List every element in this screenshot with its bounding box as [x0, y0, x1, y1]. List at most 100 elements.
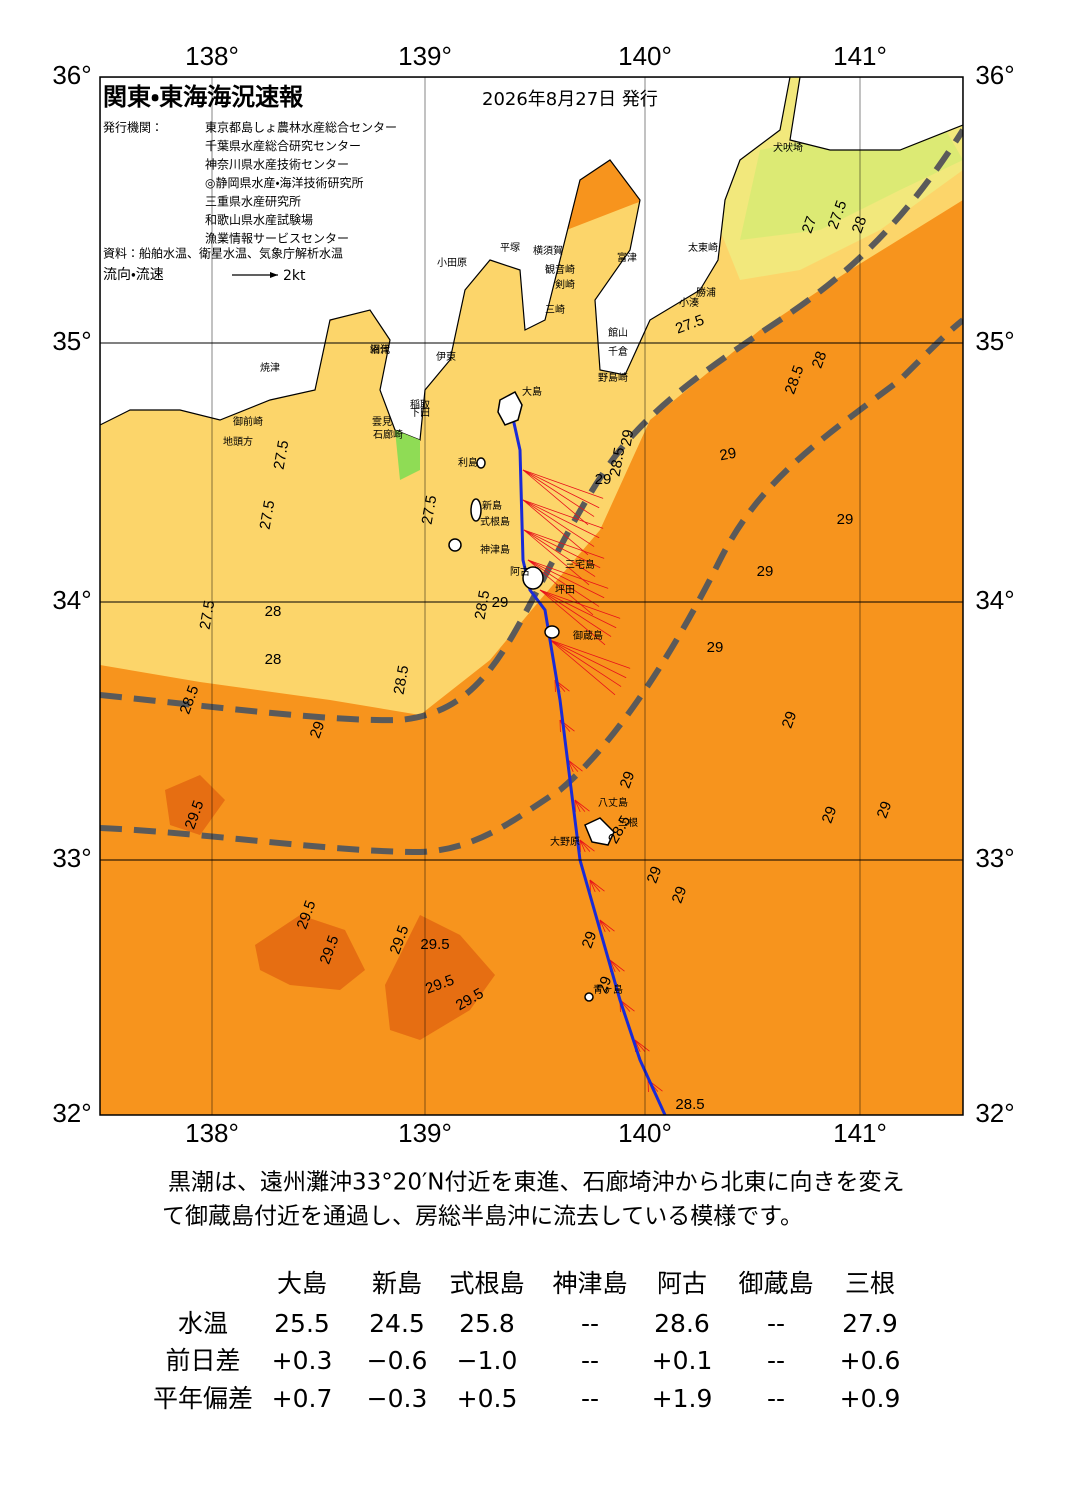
- table-cell: −0.6: [367, 1346, 428, 1375]
- issuer-name: 三重県水産研究所: [205, 195, 301, 209]
- table-column-header: 阿古: [657, 1269, 707, 1298]
- summary-line: て御蔵島付近を通過し、房総半島沖に流去している模様です。: [162, 1204, 803, 1230]
- place-name: 神津島: [480, 543, 510, 556]
- place-name: 阿古: [510, 565, 530, 578]
- lat-label-left: 32°: [52, 1098, 91, 1128]
- issuer-name: 和歌山県水産試験場: [205, 212, 313, 227]
- place-name: 剣崎: [555, 278, 575, 291]
- place-name: 三宅島: [565, 558, 595, 571]
- table-cell: +0.1: [652, 1346, 713, 1375]
- lon-label-bottom: 138°: [185, 1118, 239, 1148]
- issue-date: 2026年8月27日 発行: [482, 89, 658, 110]
- lat-label-left: 34°: [52, 585, 91, 615]
- place-name: 雲見: [372, 416, 392, 428]
- issuer-name: 東京都島しょ農林水産総合センター: [205, 120, 397, 135]
- place-name: 坪田: [555, 583, 575, 596]
- place-name: 大野原: [550, 835, 580, 848]
- map-title: 関東・東海海況速報: [103, 83, 304, 111]
- place-name: 青ヶ島: [593, 983, 623, 996]
- table-cell: --: [767, 1309, 785, 1338]
- lat-label-right: 34°: [975, 585, 1014, 615]
- place-name: 勝浦: [696, 286, 716, 299]
- place-name: 太東崎: [688, 241, 718, 254]
- isotherm-label: 29.5: [420, 936, 449, 953]
- isotherm-label: 29: [492, 594, 509, 611]
- isotherm-label: 28: [265, 651, 282, 668]
- place-name: 小田原: [437, 257, 467, 269]
- source-note: 資料：船舶水温、衛星水温、気象庁解析水温: [103, 246, 343, 261]
- place-name: 御前崎: [233, 415, 263, 428]
- lon-label-bottom: 140°: [618, 1118, 672, 1148]
- place-name: 沼津: [370, 343, 390, 356]
- place-name: 下田: [410, 408, 430, 419]
- place-name: 野島崎: [598, 371, 628, 384]
- isotherm-label: 29: [618, 428, 638, 447]
- table-cell: 25.8: [459, 1309, 515, 1338]
- table-cell: +1.9: [652, 1384, 713, 1413]
- table-column-header: 御蔵島: [738, 1269, 813, 1298]
- place-name: 式根島: [480, 515, 510, 528]
- place-name: 小湊: [679, 296, 699, 309]
- place-name: 千倉: [608, 346, 628, 358]
- lat-label-left: 36°: [52, 60, 91, 90]
- issuer-name: 漁業情報サービスセンター: [205, 232, 349, 246]
- place-name: 八丈島: [598, 796, 628, 809]
- place-name: 石廊崎: [373, 428, 403, 441]
- table-cell: −1.0: [457, 1346, 518, 1375]
- lat-label-right: 32°: [975, 1098, 1014, 1128]
- table-cell: +0.5: [457, 1384, 518, 1413]
- place-name: 平塚: [500, 242, 520, 254]
- isotherm-label: 29: [837, 511, 854, 528]
- lon-label-bottom: 141°: [833, 1118, 887, 1148]
- place-name: 犬吠埼: [773, 141, 803, 154]
- table-cell: --: [581, 1309, 599, 1338]
- place-name: 横須賀: [533, 244, 563, 257]
- place-name: 焼津: [260, 362, 280, 374]
- island: [477, 458, 485, 468]
- lat-label-left: 33°: [52, 843, 91, 873]
- issuer-name: 神奈川県水産技術センター: [205, 157, 349, 172]
- table-row-label: 平年偏差: [153, 1384, 253, 1413]
- lon-label-top: 139°: [398, 41, 452, 71]
- lon-label-bottom: 139°: [398, 1118, 452, 1148]
- table-cell: +0.7: [272, 1384, 333, 1413]
- flow-legend-label: 流向・流速: [103, 267, 164, 283]
- table-cell: 28.6: [654, 1309, 710, 1338]
- place-name: 新島: [482, 499, 502, 512]
- table-column-header: 大島: [277, 1269, 327, 1298]
- table-cell: 27.9: [842, 1309, 898, 1338]
- lat-label-right: 35°: [975, 326, 1014, 356]
- table-cell: --: [581, 1346, 599, 1375]
- place-name: 観音崎: [545, 263, 575, 276]
- table-cell: --: [581, 1384, 599, 1413]
- lon-label-top: 138°: [185, 41, 239, 71]
- isotherm-label: 29: [707, 639, 724, 656]
- island: [585, 993, 593, 1001]
- table-cell: +0.6: [840, 1346, 901, 1375]
- place-name: 大島: [522, 385, 542, 398]
- table-row-label: 前日差: [165, 1346, 240, 1375]
- place-name: 伊東: [436, 350, 456, 363]
- isotherm-label: 29: [718, 445, 737, 465]
- table-column-header: 神津島: [552, 1269, 627, 1298]
- issuer-name: 千葉県水産総合研究センター: [205, 138, 361, 153]
- isotherm-label: 29: [757, 563, 774, 580]
- place-name: 御蔵島: [573, 629, 603, 642]
- table-cell: +0.3: [272, 1346, 333, 1375]
- issuer-name: ◎静岡県水産・海洋技術研究所: [205, 175, 364, 190]
- table-cell: --: [767, 1346, 785, 1375]
- place-name: 三根: [618, 816, 638, 829]
- isotherm-label: 28.5: [675, 1096, 704, 1113]
- lon-label-top: 140°: [618, 41, 672, 71]
- place-name: 利島: [458, 456, 478, 469]
- lat-label-right: 33°: [975, 843, 1014, 873]
- lon-label-top: 141°: [833, 41, 887, 71]
- table-column-header: 新島: [372, 1269, 422, 1298]
- lat-label-left: 35°: [52, 326, 91, 356]
- isotherm-label: 28: [265, 603, 282, 620]
- table-cell: --: [767, 1384, 785, 1413]
- table-row-label: 水温: [178, 1309, 228, 1338]
